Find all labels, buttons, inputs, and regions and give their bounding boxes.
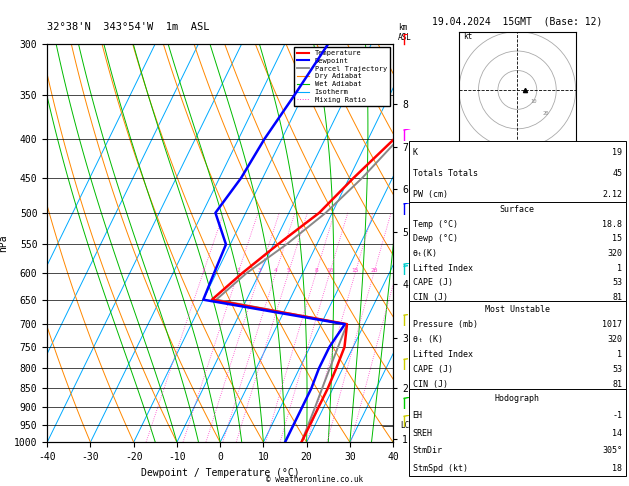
- Text: CIN (J): CIN (J): [413, 293, 448, 302]
- Text: 15: 15: [352, 268, 359, 273]
- Text: 10: 10: [530, 99, 537, 104]
- Text: © weatheronline.co.uk: © weatheronline.co.uk: [266, 474, 363, 484]
- Text: StmDir: StmDir: [413, 447, 443, 455]
- Text: 19: 19: [612, 148, 622, 157]
- Text: LCL: LCL: [400, 421, 414, 431]
- Text: 18.8: 18.8: [602, 220, 622, 229]
- Text: CIN (J): CIN (J): [413, 380, 448, 389]
- Text: 15: 15: [612, 234, 622, 243]
- Text: SREH: SREH: [413, 429, 433, 438]
- Text: 32°38'N  343°54'W  1m  ASL: 32°38'N 343°54'W 1m ASL: [47, 21, 209, 32]
- Text: θₜ (K): θₜ (K): [413, 335, 443, 344]
- Text: Most Unstable: Most Unstable: [485, 305, 550, 314]
- Text: 1: 1: [617, 350, 622, 359]
- Text: Surface: Surface: [500, 205, 535, 214]
- Text: EH: EH: [413, 412, 423, 420]
- Text: StmSpd (kt): StmSpd (kt): [413, 464, 467, 473]
- Text: 10: 10: [326, 268, 333, 273]
- Text: CAPE (J): CAPE (J): [413, 278, 453, 287]
- Text: PW (cm): PW (cm): [413, 190, 448, 199]
- Legend: Temperature, Dewpoint, Parcel Trajectory, Dry Adiabat, Wet Adiabat, Isotherm, Mi: Temperature, Dewpoint, Parcel Trajectory…: [294, 47, 389, 105]
- X-axis label: Dewpoint / Temperature (°C): Dewpoint / Temperature (°C): [141, 468, 299, 478]
- Text: Pressure (mb): Pressure (mb): [413, 320, 477, 329]
- Text: 81: 81: [612, 293, 622, 302]
- Text: 320: 320: [607, 249, 622, 258]
- Text: kt: kt: [463, 33, 472, 41]
- Text: km
ASL: km ASL: [398, 23, 412, 42]
- Text: 5: 5: [286, 268, 290, 273]
- Text: 20: 20: [370, 268, 377, 273]
- Text: CAPE (J): CAPE (J): [413, 365, 453, 374]
- Text: 20: 20: [543, 111, 549, 116]
- Text: 2: 2: [236, 268, 240, 273]
- Y-axis label: hPa: hPa: [0, 234, 8, 252]
- Text: Lifted Index: Lifted Index: [413, 350, 472, 359]
- Text: 53: 53: [612, 365, 622, 374]
- Text: Lifted Index: Lifted Index: [413, 263, 472, 273]
- Text: 14: 14: [612, 429, 622, 438]
- Text: 4: 4: [274, 268, 277, 273]
- Text: 18: 18: [612, 464, 622, 473]
- Text: 320: 320: [607, 335, 622, 344]
- Text: 8: 8: [314, 268, 318, 273]
- Text: Temp (°C): Temp (°C): [413, 220, 458, 229]
- Text: 2.12: 2.12: [602, 190, 622, 199]
- Text: 305°: 305°: [602, 447, 622, 455]
- Text: -1: -1: [612, 412, 622, 420]
- Text: Hodograph: Hodograph: [495, 394, 540, 403]
- Text: θₜ(K): θₜ(K): [413, 249, 438, 258]
- Text: 3: 3: [258, 268, 262, 273]
- Text: 1: 1: [617, 263, 622, 273]
- Text: K: K: [413, 148, 418, 157]
- Text: 1: 1: [201, 268, 205, 273]
- Text: 45: 45: [612, 169, 622, 178]
- Text: 53: 53: [612, 278, 622, 287]
- Text: 81: 81: [612, 380, 622, 389]
- Text: 19.04.2024  15GMT  (Base: 12): 19.04.2024 15GMT (Base: 12): [432, 17, 603, 27]
- Text: 1017: 1017: [602, 320, 622, 329]
- Text: Dewp (°C): Dewp (°C): [413, 234, 458, 243]
- Text: Totals Totals: Totals Totals: [413, 169, 477, 178]
